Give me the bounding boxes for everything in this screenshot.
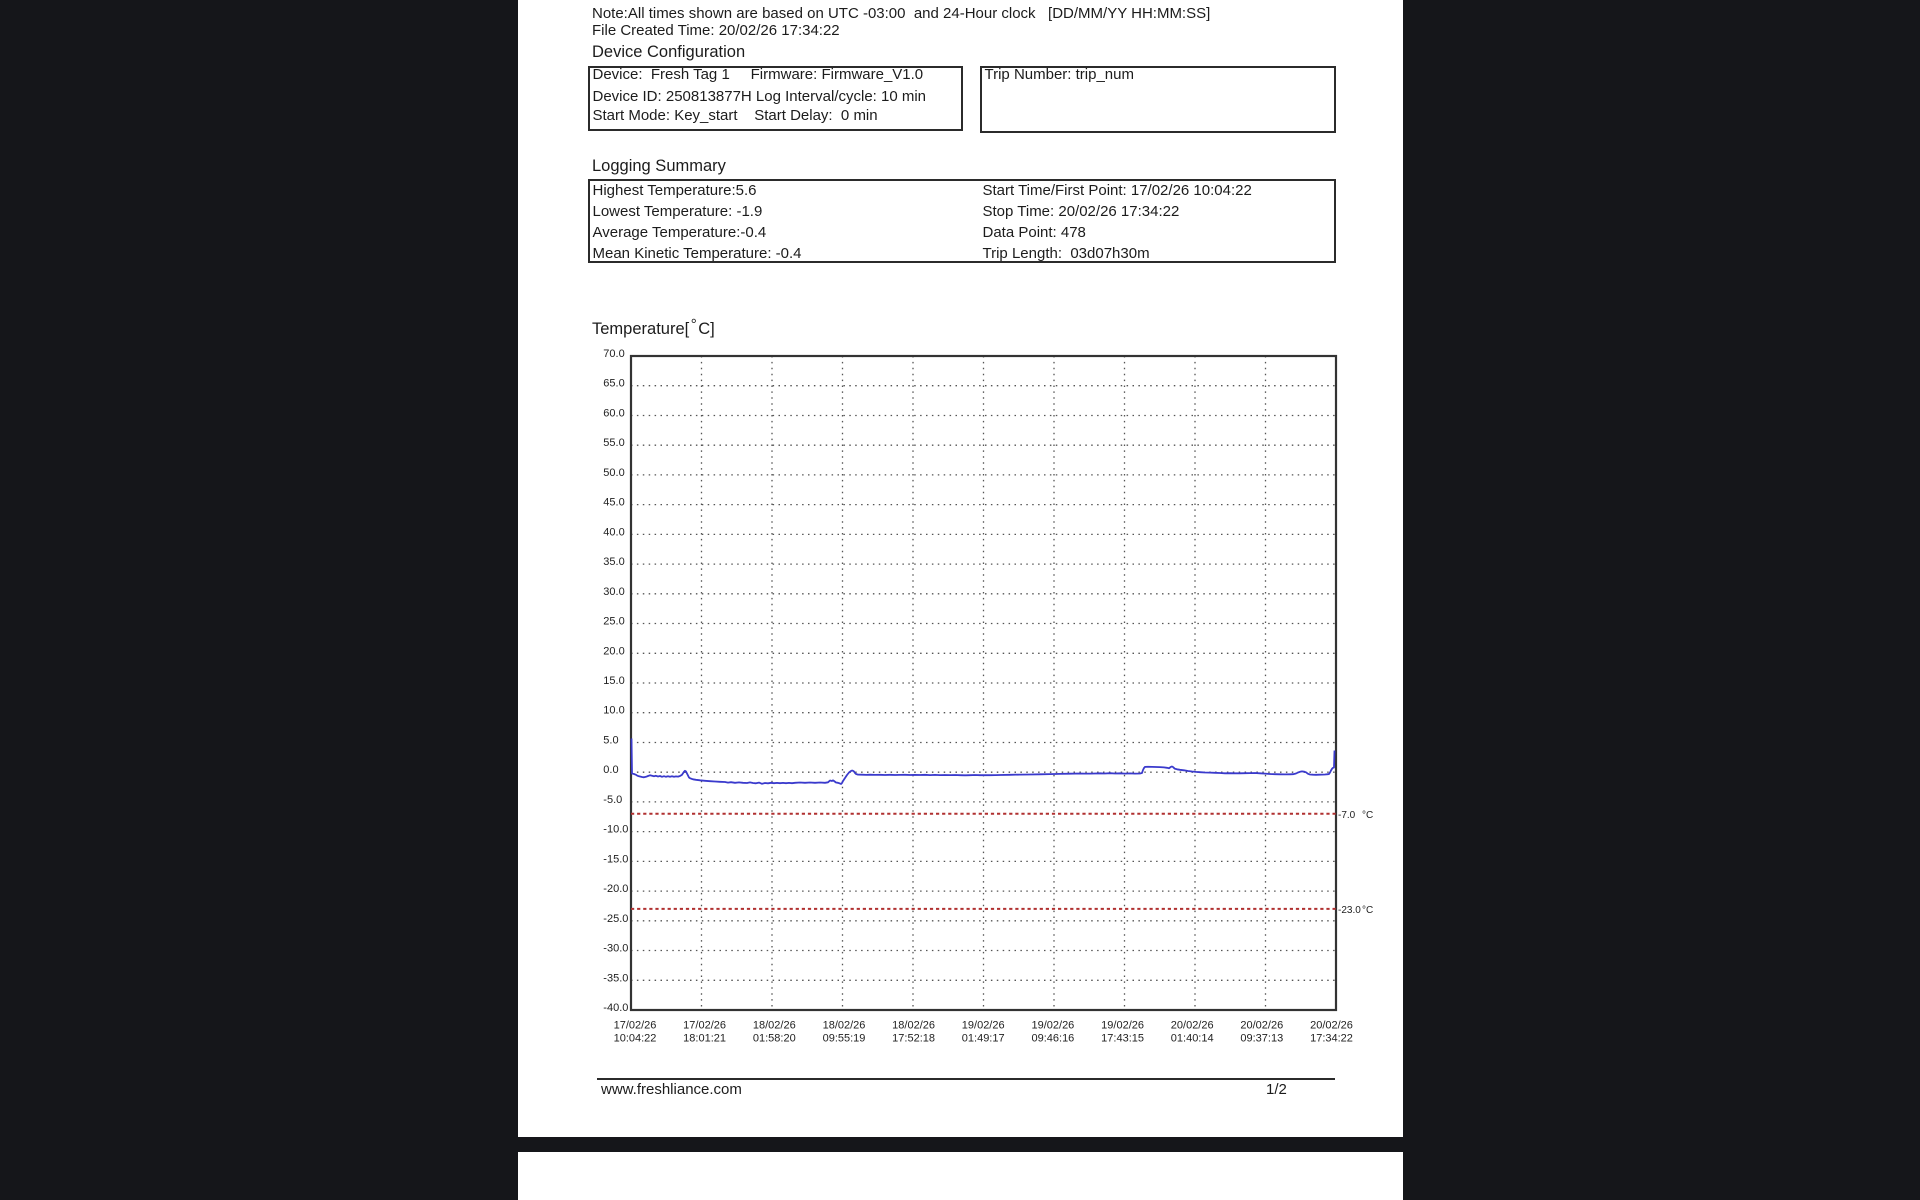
svg-text:01:49:17: 01:49:17: [962, 1033, 1005, 1045]
svg-text:-30.0: -30.0: [603, 943, 628, 955]
svg-text:25.0: 25.0: [603, 616, 624, 628]
svg-text:-23.0: -23.0: [1338, 905, 1361, 916]
svg-text:18/02/26: 18/02/26: [753, 1020, 796, 1032]
svg-text:35.0: 35.0: [603, 556, 624, 568]
svg-text:°C: °C: [1362, 810, 1373, 821]
svg-text:-25.0: -25.0: [603, 913, 628, 925]
svg-text:30.0: 30.0: [603, 586, 624, 598]
svg-text:40.0: 40.0: [603, 526, 624, 538]
svg-text:-15.0: -15.0: [603, 853, 628, 865]
svg-text:15.0: 15.0: [603, 675, 624, 687]
svg-text:5.0: 5.0: [603, 735, 618, 747]
svg-text:-20.0: -20.0: [603, 883, 628, 895]
svg-text:09:55:19: 09:55:19: [823, 1033, 866, 1045]
svg-text:19/02/26: 19/02/26: [1031, 1020, 1074, 1032]
svg-text:10:04:22: 10:04:22: [614, 1033, 657, 1045]
svg-text:19/02/26: 19/02/26: [1101, 1020, 1144, 1032]
svg-text:17:43:15: 17:43:15: [1101, 1033, 1144, 1045]
svg-text:17/02/26: 17/02/26: [683, 1020, 726, 1032]
svg-text:17/02/26: 17/02/26: [614, 1020, 657, 1032]
svg-text:19/02/26: 19/02/26: [962, 1020, 1005, 1032]
svg-text:09:37:13: 09:37:13: [1240, 1033, 1283, 1045]
svg-text:°C: °C: [1362, 905, 1373, 916]
svg-text:70.0: 70.0: [603, 348, 624, 360]
svg-text:-10.0: -10.0: [603, 824, 628, 836]
svg-text:-40.0: -40.0: [603, 1002, 628, 1014]
svg-text:18:01:21: 18:01:21: [683, 1033, 726, 1045]
svg-text:20/02/26: 20/02/26: [1171, 1020, 1214, 1032]
svg-text:0.0: 0.0: [603, 764, 618, 776]
svg-text:20/02/26: 20/02/26: [1310, 1020, 1353, 1032]
svg-text:55.0: 55.0: [603, 437, 624, 449]
svg-text:17:34:22: 17:34:22: [1310, 1033, 1353, 1045]
svg-text:60.0: 60.0: [603, 408, 624, 420]
svg-text:65.0: 65.0: [603, 378, 624, 390]
svg-text:-35.0: -35.0: [603, 972, 628, 984]
svg-text:50.0: 50.0: [603, 467, 624, 479]
svg-text:-7.0: -7.0: [1338, 810, 1356, 821]
svg-text:17:52:18: 17:52:18: [892, 1033, 935, 1045]
svg-text:20.0: 20.0: [603, 645, 624, 657]
svg-text:18/02/26: 18/02/26: [823, 1020, 866, 1032]
svg-text:01:40:14: 01:40:14: [1171, 1033, 1214, 1045]
svg-text:-5.0: -5.0: [603, 794, 622, 806]
svg-text:45.0: 45.0: [603, 497, 624, 509]
svg-text:20/02/26: 20/02/26: [1240, 1020, 1283, 1032]
svg-text:10.0: 10.0: [603, 705, 624, 717]
svg-text:01:58:20: 01:58:20: [753, 1033, 796, 1045]
svg-text:09:46:16: 09:46:16: [1031, 1033, 1074, 1045]
svg-text:18/02/26: 18/02/26: [892, 1020, 935, 1032]
